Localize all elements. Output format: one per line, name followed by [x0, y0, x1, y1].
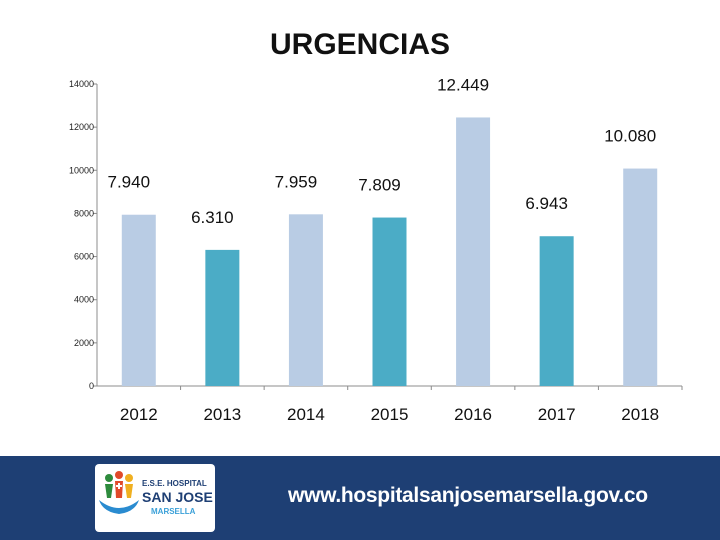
logo-line-1: E.S.E. HOSPITAL — [142, 479, 207, 488]
y-tick-label: 4000 — [74, 295, 94, 305]
x-tick-label-2018: 2018 — [621, 405, 659, 424]
x-tick-label-2014: 2014 — [287, 405, 325, 424]
data-label-2018: 10.080 — [604, 127, 656, 146]
x-tick-label-2017: 2017 — [538, 405, 576, 424]
y-tick-label: 6000 — [74, 252, 94, 262]
bar-2018 — [623, 168, 658, 386]
data-label-2013: 6.310 — [191, 208, 234, 227]
data-label-2017: 6.943 — [525, 194, 568, 213]
bar-chart: 0 2000 4000 6000 8000 10000 12000 14000 2012 7.94… — [69, 75, 683, 424]
data-label-2016: 12.449 — [437, 75, 489, 94]
x-tick-label-2012: 2012 — [120, 405, 158, 424]
x-tick-label-2013: 2013 — [203, 405, 241, 424]
logo-line-2: SAN JOSE — [142, 489, 213, 505]
x-tick-label-2016: 2016 — [454, 405, 492, 424]
hospital-logo-graphic: E.S.E. HOSPITAL SAN JOSE MARSELLA — [99, 471, 213, 516]
data-label-2014: 7.959 — [275, 172, 318, 191]
y-tick-label: 8000 — [74, 208, 94, 218]
bar-2017 — [539, 236, 574, 386]
bar-2013 — [205, 249, 240, 386]
bar-2014 — [288, 214, 323, 386]
website-url[interactable]: www.hospitalsanjosemarsella.gov.co — [288, 484, 648, 507]
y-tick-label: 10000 — [69, 165, 94, 175]
bar-2012 — [121, 214, 156, 386]
data-label-2015: 7.809 — [358, 176, 401, 195]
y-tick-label: 14000 — [69, 79, 94, 89]
data-label-2012: 7.940 — [108, 173, 151, 192]
bar-2015 — [372, 217, 407, 386]
logo-line-3: MARSELLA — [151, 507, 196, 516]
footer-banner: E.S.E. HOSPITAL SAN JOSE MARSELLA www.ho… — [0, 456, 720, 540]
y-tick-label: 2000 — [74, 338, 94, 348]
x-tick-label-2015: 2015 — [371, 405, 409, 424]
y-tick-label: 0 — [89, 381, 94, 391]
bar-2016 — [456, 117, 491, 387]
y-tick-label: 12000 — [69, 122, 94, 132]
hospital-logo: E.S.E. HOSPITAL SAN JOSE MARSELLA — [95, 464, 215, 532]
chart-title: URGENCIAS — [269, 28, 450, 61]
